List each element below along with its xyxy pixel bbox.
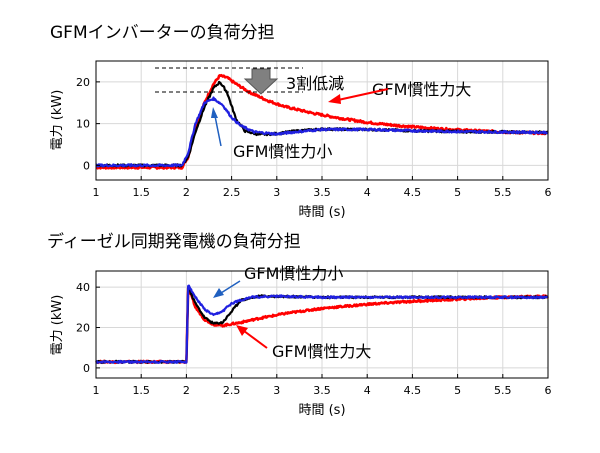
small-inertia-label-2: GFM慣性力小 <box>244 264 343 283</box>
chart-2-ticks: 1 1.5 2 2.5 3 3.5 4 4.5 5 5.5 6 0 20 40 <box>76 281 552 397</box>
x-tick-label: 2.5 <box>223 186 241 199</box>
down-arrow-icon <box>243 68 279 95</box>
large-inertia-arrow-1 <box>337 88 389 101</box>
x-tick-label: 4 <box>364 384 371 397</box>
y-tick-label: 40 <box>76 281 90 294</box>
small-inertia-arrow-2 <box>220 280 241 294</box>
chart-2-xlabel: 時間 (s) <box>298 403 345 418</box>
x-tick-label: 4 <box>364 186 371 199</box>
chart-1-xlabel: 時間 (s) <box>298 205 345 220</box>
x-tick-label: 1 <box>93 186 100 199</box>
series-line-blue <box>95 96 549 168</box>
chart-2-ylabel: 電力 (kW) <box>50 295 65 356</box>
x-tick-label: 1.5 <box>132 186 150 199</box>
x-tick-label: 1 <box>93 384 100 397</box>
chart-2-series-group <box>95 284 549 365</box>
x-tick-label: 5.5 <box>494 186 512 199</box>
x-tick-label: 6 <box>545 384 552 397</box>
small-inertia-arrow-1 <box>214 115 222 147</box>
large-inertia-label-1: GFM慣性力大 <box>372 80 471 99</box>
x-tick-label: 5 <box>454 384 461 397</box>
chart-2-title: ディーゼル同期発電機の負荷分担 <box>47 231 301 252</box>
large-inertia-label-2: GFM慣性力大 <box>272 342 371 361</box>
large-inertia-arrow-2 <box>243 330 268 349</box>
x-tick-label: 3.5 <box>313 186 331 199</box>
y-tick-label: 20 <box>76 76 90 89</box>
chart-1-plot: 1 1.5 2 2.5 3 3.5 4 4.5 5 5.5 6 0 10 20 時間 (s) 電力 (kW… <box>50 60 552 220</box>
x-tick-label: 5.5 <box>494 384 512 397</box>
x-tick-label: 3.5 <box>313 384 331 397</box>
small-inertia-label-1: GFM慣性力小 <box>233 142 332 161</box>
x-tick-label: 2.5 <box>223 384 241 397</box>
y-tick-label: 20 <box>76 322 90 335</box>
x-tick-label: 5 <box>454 186 461 199</box>
x-tick-label: 3 <box>273 384 280 397</box>
chart-1-ylabel: 電力 (kW) <box>50 90 65 151</box>
large-inertia-arrowhead-1 <box>328 94 341 104</box>
x-tick-label: 4.5 <box>404 186 422 199</box>
y-tick-label: 0 <box>83 159 90 172</box>
x-tick-label: 4.5 <box>404 384 422 397</box>
y-tick-label: 0 <box>83 362 90 375</box>
x-tick-label: 6 <box>545 186 552 199</box>
chart-1-series-group <box>95 73 549 170</box>
chart-1-ticks: 1 1.5 2 2.5 3 3.5 4 4.5 5 5.5 6 0 10 20 <box>76 76 552 199</box>
x-tick-label: 1.5 <box>132 384 150 397</box>
small-inertia-arrowhead-2 <box>213 288 224 298</box>
x-tick-label: 2 <box>183 186 190 199</box>
chart-1-title: GFMインバーターの負荷分担 <box>50 23 275 43</box>
series-line-blue <box>95 284 549 364</box>
y-tick-label: 10 <box>76 118 90 131</box>
small-inertia-arrowhead-1 <box>211 107 218 118</box>
x-tick-label: 3 <box>273 186 280 199</box>
large-inertia-arrowhead-2 <box>236 325 248 336</box>
chart-2-plot: 1 1.5 2 2.5 3 3.5 4 4.5 5 5.5 6 0 20 40 時間 (s) 電力 (kW… <box>50 264 552 418</box>
reduction-annotation: 3割低減 <box>286 74 344 93</box>
x-tick-label: 2 <box>183 384 190 397</box>
